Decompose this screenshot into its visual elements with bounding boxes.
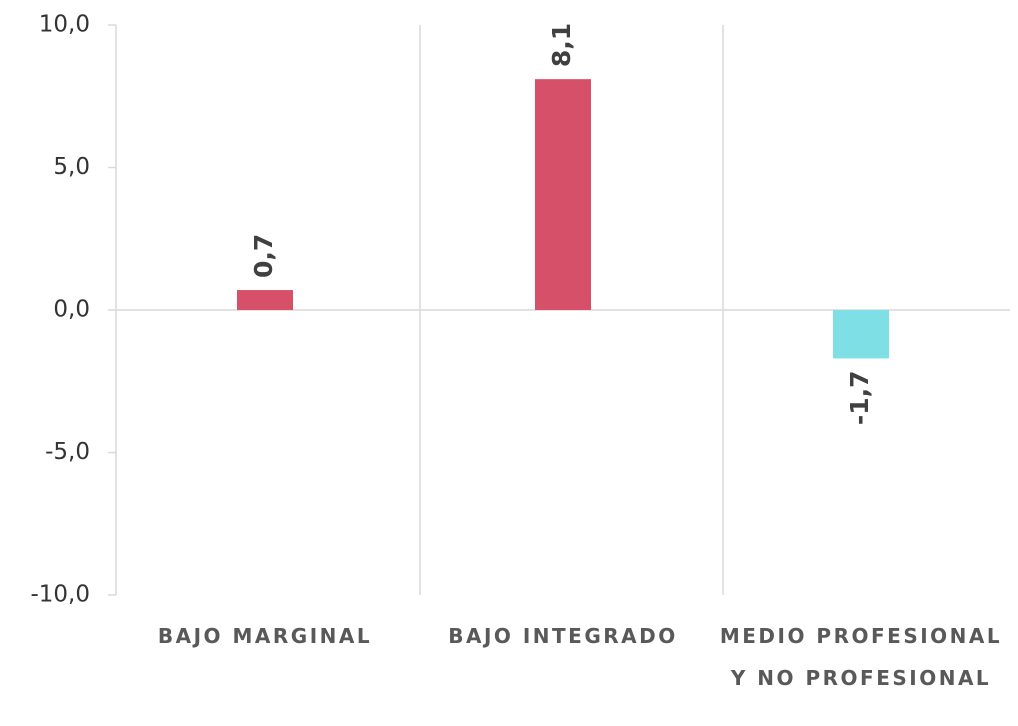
y-tick-label: 5,0: [53, 154, 90, 180]
y-tick-label: 0,0: [53, 297, 90, 323]
x-tick-label: BAJO MARGINAL: [157, 624, 373, 648]
x-tick-label: MEDIO PROFESIONAL Y NO PROFESIONAL: [719, 624, 1003, 690]
value-label: 0,7: [249, 234, 278, 278]
x-tick-label: BAJO INTEGRADO: [448, 624, 678, 648]
bar: [237, 290, 293, 310]
bar: [535, 79, 591, 311]
bar: [833, 310, 889, 359]
value-label: 8,1: [547, 23, 576, 67]
y-tick-label: -10,0: [30, 582, 90, 608]
value-label: -1,7: [845, 370, 874, 425]
y-tick-label: -5,0: [45, 439, 90, 465]
y-tick-label: 10,0: [39, 12, 90, 38]
